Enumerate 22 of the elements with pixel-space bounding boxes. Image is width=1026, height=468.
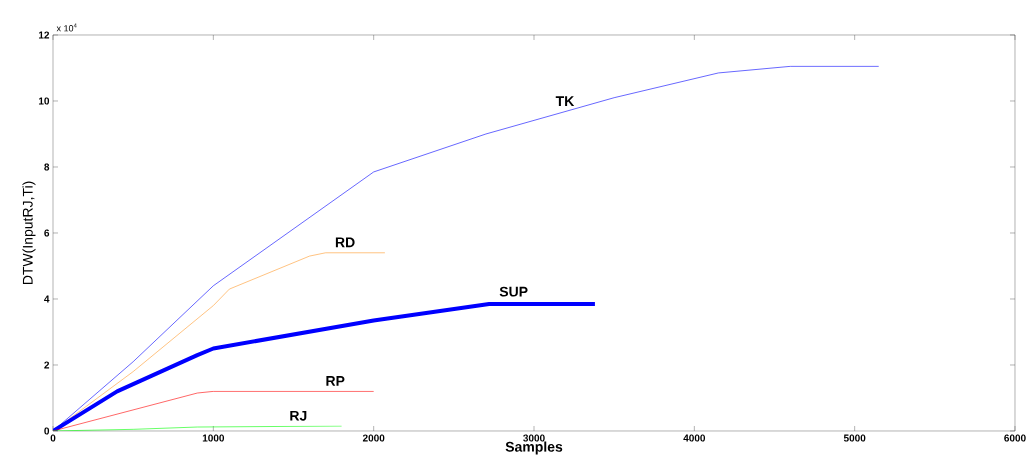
series-label: RJ [290,410,307,421]
x-tick-label: 1000 [202,434,225,442]
x-tick-label: 0 [50,434,56,442]
series-label: RD [335,237,355,248]
series-label: RP [326,376,345,386]
series-label: SUP [499,286,528,297]
y-tick-label: 0 [44,427,50,435]
x-tick-label: 3000 [523,434,545,442]
y-axis-title: DTW(InputRJ,Ti) [22,181,36,285]
x-tick-label: 5000 [843,434,866,442]
y-tick-label: 12 [38,31,50,39]
x-tick-label: 6000 [1004,434,1026,442]
y-tick-label: 8 [44,163,50,171]
y-tick-label: 4 [44,295,50,303]
text: x 10$^{4}$ [56,23,77,32]
x-tick-label: 4000 [683,434,706,442]
x-tick-label: 2000 [362,434,385,442]
series-label: TK [555,96,575,106]
y-tick-label: 2 [44,361,50,369]
y-tick-label: 6 [44,229,50,237]
x-axis-title: Samples [505,441,563,455]
y-tick-label: 10 [38,97,50,105]
